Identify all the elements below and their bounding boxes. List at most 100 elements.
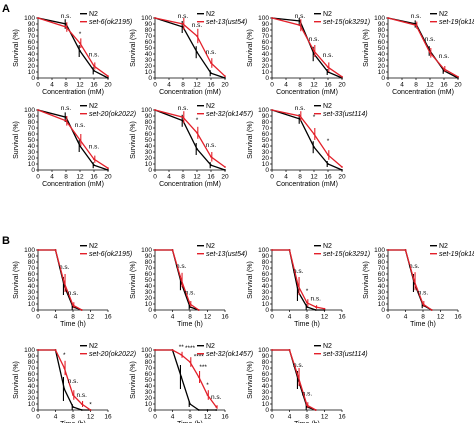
significance-label: n.s. <box>411 13 422 20</box>
y-tick-label: 10 <box>28 401 36 408</box>
y-tick-label: 0 <box>265 407 269 414</box>
series-line-n2 <box>272 349 317 411</box>
x-axis-label: Concentration (mM) <box>42 89 104 96</box>
y-tick-label: 40 <box>262 383 270 390</box>
y-tick-label: 30 <box>145 289 153 296</box>
x-tick-label: 4 <box>167 82 171 89</box>
y-tick-label: 90 <box>262 353 270 360</box>
x-tick-label: 12 <box>310 174 318 181</box>
x-tick-label: 20 <box>221 174 229 181</box>
y-tick-label: 100 <box>24 15 35 22</box>
y-tick-label: 70 <box>145 125 153 132</box>
y-tick-label: 30 <box>145 149 153 156</box>
x-tick-label: 16 <box>324 82 332 89</box>
significance-label: n.s. <box>418 289 429 296</box>
y-tick-label: 20 <box>145 155 153 162</box>
data-point <box>197 376 200 378</box>
data-point <box>215 406 218 408</box>
series-line-n2 <box>271 109 343 171</box>
data-point <box>404 249 407 251</box>
x-tick-label: 8 <box>298 82 302 89</box>
y-axis-label: Survival (%) <box>13 29 20 67</box>
significance-label: * <box>196 117 199 124</box>
y-tick-label: 20 <box>28 63 36 70</box>
legend-label: N2 <box>206 11 215 18</box>
y-tick-label: 100 <box>258 15 269 22</box>
data-point <box>288 249 291 251</box>
x-tick-label: 0 <box>36 174 40 181</box>
y-tick-label: 60 <box>262 131 270 138</box>
x-tick-label: 16 <box>324 174 332 181</box>
y-tick-label: 0 <box>31 307 35 314</box>
y-tick-label: 90 <box>28 353 36 360</box>
significance-label: n.s. <box>439 53 450 60</box>
y-tick-label: 80 <box>262 359 270 366</box>
x-tick-label: 4 <box>171 414 175 421</box>
x-tick-label: 4 <box>50 174 54 181</box>
y-tick-label: 0 <box>265 307 269 314</box>
x-tick-label: 20 <box>338 174 346 181</box>
significance-label: n.s. <box>295 105 306 112</box>
legend-label: set-13(ust54) <box>206 19 247 26</box>
data-point <box>224 75 226 78</box>
y-tick-label: 60 <box>378 39 386 46</box>
y-tick-label: 0 <box>31 167 35 174</box>
y-tick-label: 40 <box>145 383 153 390</box>
axes <box>154 250 225 311</box>
series-line-n2 <box>155 249 200 311</box>
y-tick-label: 30 <box>28 149 36 156</box>
y-tick-label: 20 <box>262 63 270 70</box>
panel-label-a: A <box>2 3 10 15</box>
series-line-mutant <box>271 17 343 78</box>
data-point <box>210 155 212 158</box>
data-point <box>93 164 95 167</box>
x-tick-label: 8 <box>64 82 68 89</box>
legend-label: N2 <box>89 243 98 250</box>
axes <box>271 110 342 171</box>
y-axis-label: Survival (%) <box>130 261 137 299</box>
y-tick-label: 50 <box>378 45 386 52</box>
data-point <box>189 403 191 405</box>
significance-label: n.s. <box>61 13 72 20</box>
y-tick-label: 70 <box>28 365 36 372</box>
y-tick-label: 50 <box>28 277 36 284</box>
y-tick-label: 90 <box>145 113 153 120</box>
data-point <box>107 75 109 78</box>
data-point <box>182 116 184 119</box>
data-point <box>429 51 431 54</box>
x-tick-label: 8 <box>71 314 75 321</box>
series-line-mutant <box>388 249 433 311</box>
y-tick-label: 30 <box>262 389 270 396</box>
legend-label: N2 <box>206 243 215 250</box>
x-tick-label: 8 <box>188 314 192 321</box>
panel-label-b: B <box>2 235 10 247</box>
y-tick-label: 20 <box>145 63 153 70</box>
x-tick-label: 16 <box>221 314 229 321</box>
y-tick-label: 70 <box>378 33 386 40</box>
y-tick-label: 90 <box>145 21 153 28</box>
data-point <box>80 409 83 411</box>
significance-label: n.s. <box>409 263 420 270</box>
data-point <box>154 109 156 111</box>
data-point <box>54 249 57 251</box>
data-point <box>37 109 39 111</box>
legend-label: N2 <box>89 343 98 350</box>
data-point <box>107 167 109 170</box>
x-tick-label: 12 <box>87 414 95 421</box>
series-line-n2 <box>154 109 226 171</box>
data-point <box>189 303 191 305</box>
legend-label: set-19(ok1813) <box>439 19 474 26</box>
significance-label: n.s. <box>68 378 79 385</box>
significance-label: n.s. <box>178 13 189 20</box>
significance-label: n.s. <box>75 122 86 129</box>
y-tick-label: 50 <box>145 45 153 52</box>
y-axis-label: Survival (%) <box>130 121 137 159</box>
y-tick-label: 100 <box>141 247 152 254</box>
x-tick-label: 12 <box>193 82 201 89</box>
y-tick-label: 40 <box>28 283 36 290</box>
